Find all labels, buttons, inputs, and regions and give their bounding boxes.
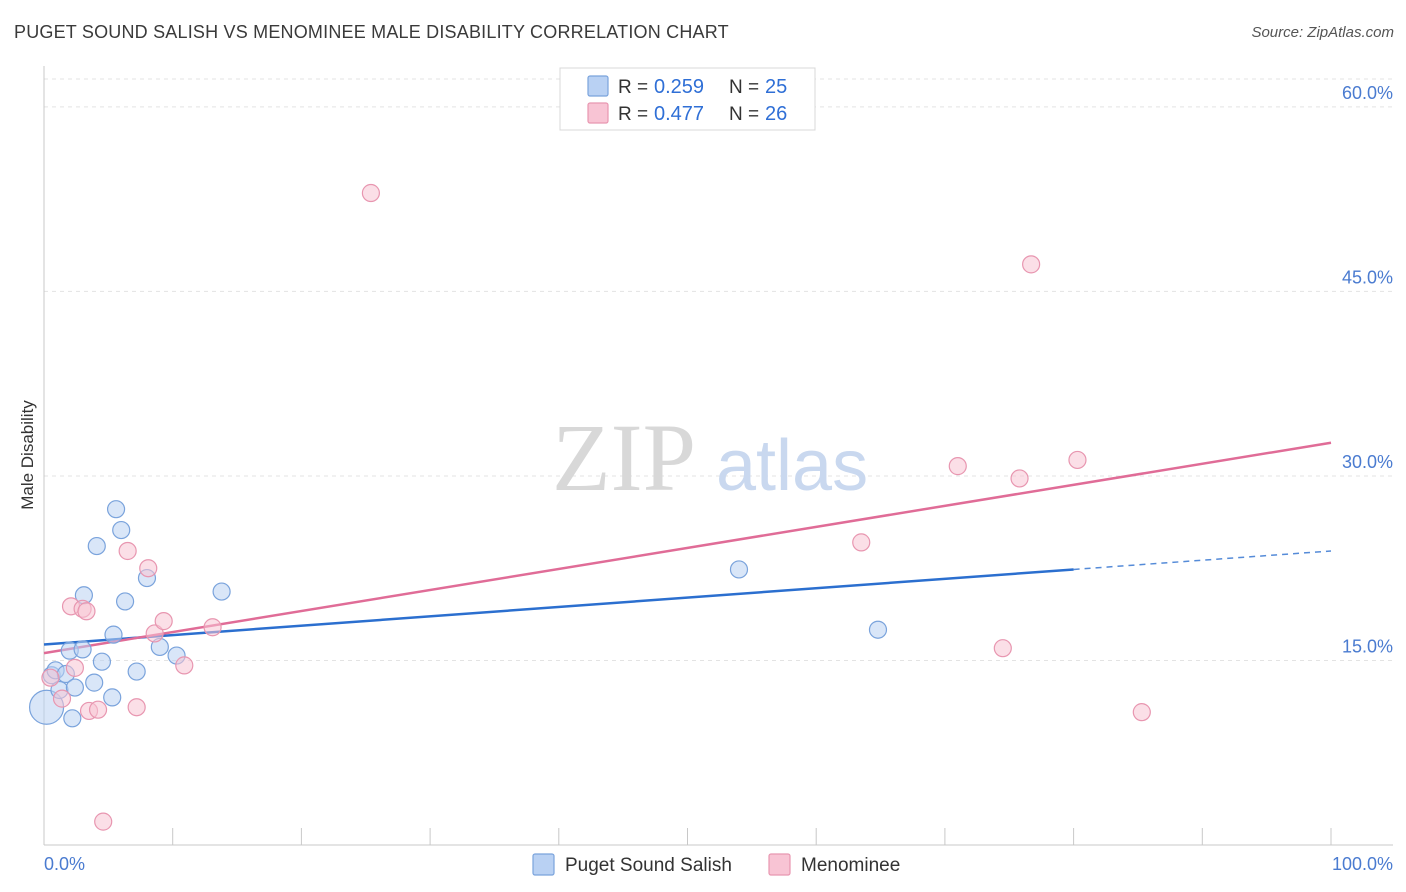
data-points (28, 183, 1151, 831)
y-tick-label-2: 45.0% (1342, 267, 1393, 287)
point-salish-23 (729, 560, 749, 579)
point-salish-22 (212, 582, 231, 601)
point-menominee-15 (203, 618, 222, 637)
point-salish-7 (65, 678, 84, 697)
legend-n-value-salish: 25 (765, 76, 787, 98)
series-legend-swatch-menominee (768, 853, 791, 876)
x-tick-label-max: 100.0% (1332, 854, 1393, 874)
point-menominee-0 (41, 668, 60, 687)
legend-swatch-salish (587, 75, 609, 97)
point-menominee-10 (127, 698, 146, 717)
legend-n-label-salish: N = (729, 77, 759, 98)
x-tick-label-min: 0.0% (44, 854, 85, 874)
legend-r-value-menominee: 0.477 (654, 103, 704, 125)
x-tick-labels: 0.0% 100.0% (44, 854, 1393, 874)
point-salish-24 (868, 620, 888, 639)
y-tick-label-3: 60.0% (1342, 83, 1393, 103)
y-tick-label-0: 15.0% (1342, 636, 1393, 656)
watermark-atlas: atlas (716, 426, 868, 506)
trend-line-menominee (43, 441, 1332, 655)
point-menominee-17 (852, 533, 871, 552)
series-legend-label-salish: Puget Sound Salish (565, 855, 732, 876)
chart-title: PUGET SOUND SALISH VS MENOMINEE MALE DIS… (14, 22, 729, 42)
point-salish-6 (63, 709, 82, 728)
legend-n-label-menominee: N = (729, 104, 759, 125)
point-salish-10 (85, 673, 104, 692)
legend-r-value-salish: 0.259 (654, 76, 704, 98)
point-salish-8 (73, 640, 92, 659)
point-menominee-11 (139, 559, 158, 578)
point-menominee-7 (88, 700, 108, 719)
point-menominee-21 (1022, 255, 1041, 274)
point-menominee-22 (1068, 450, 1087, 470)
point-salish-15 (106, 500, 126, 519)
point-salish-17 (115, 592, 135, 611)
legend-r-label-menominee: R = (618, 104, 648, 125)
point-menominee-14 (175, 656, 194, 675)
point-menominee-13 (154, 612, 173, 631)
source-label: Source: ZipAtlas.com (1251, 24, 1394, 41)
point-menominee-16 (361, 183, 380, 203)
point-menominee-5 (77, 602, 96, 621)
watermark: ZIP atlas (552, 404, 868, 511)
series-legend-swatch-salish (532, 853, 555, 876)
gridlines (44, 78, 1393, 661)
point-salish-14 (104, 625, 123, 644)
point-menominee-12 (145, 624, 164, 643)
point-menominee-20 (1010, 469, 1029, 488)
point-menominee-19 (993, 639, 1012, 658)
trend-line-salish (43, 568, 1074, 646)
legend-n-value-menominee: 26 (765, 103, 787, 125)
y-tick-label-1: 30.0% (1342, 452, 1393, 472)
point-menominee-1 (52, 689, 72, 708)
axes (43, 66, 1393, 846)
point-salish-11 (87, 536, 106, 556)
trend-line-salish-extension (1073, 550, 1332, 571)
point-menominee-18 (948, 457, 967, 476)
series-legend: Puget Sound Salish Menominee (532, 853, 900, 876)
y-tick-labels: 15.0% 30.0% 45.0% 60.0% (1342, 83, 1393, 657)
point-salish-12 (92, 652, 112, 671)
point-menominee-3 (65, 658, 84, 677)
legend: R = 0.259 N = 25 R = 0.477 N = 26 (559, 67, 816, 131)
point-menominee-8 (94, 812, 113, 831)
point-menominee-9 (118, 541, 137, 561)
series-legend-label-menominee: Menominee (801, 855, 900, 876)
point-salish-13 (103, 688, 122, 707)
point-salish-18 (127, 662, 146, 681)
point-menominee-23 (1132, 703, 1151, 722)
legend-swatch-menominee (587, 102, 609, 124)
legend-r-label-salish: R = (618, 77, 648, 98)
point-salish-16 (112, 520, 131, 540)
watermark-zip: ZIP (552, 404, 696, 511)
